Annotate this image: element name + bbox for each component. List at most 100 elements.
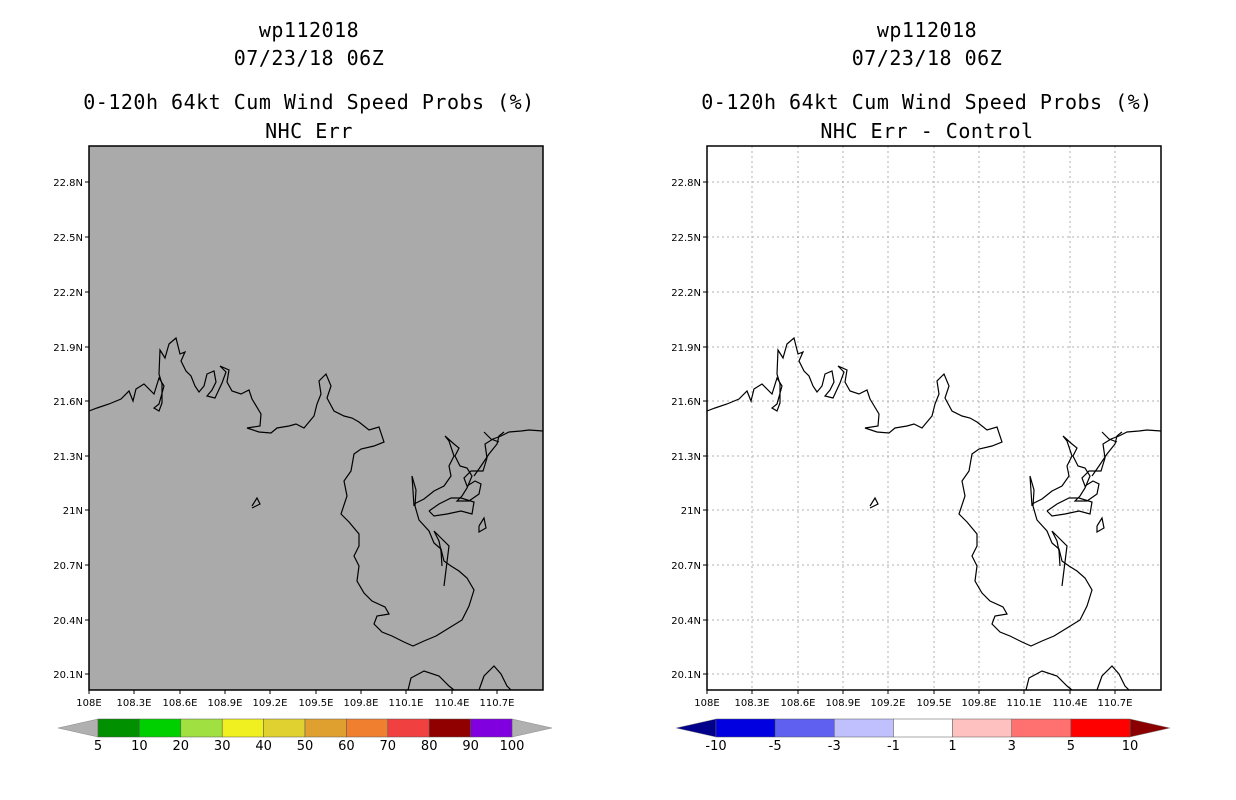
colorbar-segment — [834, 718, 894, 738]
coastline-segment — [478, 665, 512, 691]
map-background — [89, 146, 543, 690]
colorbar-segment — [428, 718, 471, 738]
colorbar-label: 10 — [131, 739, 148, 754]
lon-tick-label: 108.6E — [781, 698, 816, 709]
colorbar-segment — [97, 718, 140, 738]
panel-subtitle: NHC Err — [265, 119, 353, 143]
lon-tick-label: 108.3E — [117, 698, 152, 709]
map-left: 22.8N 22.5N 22.2N 21.9N 21.6N 21.3N 21N 20.7N 20… — [53, 145, 553, 754]
colorbar-lower-extend — [57, 718, 99, 738]
colorbar-lower-extend — [675, 718, 717, 738]
lat-tick-label: 21.6N — [671, 397, 701, 408]
lat-tick-label: 21N — [681, 506, 701, 517]
coastline-segment — [88, 336, 475, 647]
colorbar-segment — [470, 718, 513, 738]
lon-tick-label: 109.5E — [917, 698, 952, 709]
colorbar-segment — [774, 718, 835, 738]
storm-id-title: wp112018 — [258, 18, 360, 42]
colorbar-upper-extend — [511, 718, 553, 738]
colorbar-label: 3 — [1008, 739, 1016, 754]
product-title: 0-120h 64kt Cum Wind Speed Probs (%) — [701, 90, 1153, 114]
lat-tick-label: 21.9N — [53, 343, 83, 354]
lat-tick-label: 22.2N — [671, 288, 701, 299]
colorbar-label: 40 — [255, 739, 272, 754]
coastline-segment — [1101, 431, 1118, 443]
colorbar-segment — [715, 718, 776, 738]
map-right: 22.8N 22.5N 22.2N 21.9N 21.6N 21.3N 21N 20.7N 20… — [671, 145, 1171, 754]
coastline-segment — [428, 497, 475, 517]
lon-tick-label: 110.7E — [480, 698, 515, 709]
coastline — [88, 336, 544, 691]
right-panel: wp112018 07/23/18 06Z 0-120h 64kt Cum Wi… — [618, 0, 1236, 800]
colorbar-label: 5 — [94, 739, 102, 754]
lon-tick-label: 110.1E — [389, 698, 424, 709]
colorbar-label: -3 — [828, 739, 841, 754]
coastline-segment — [1096, 516, 1105, 534]
colorbar-segment — [221, 718, 264, 738]
colorbar-label: 1 — [948, 739, 956, 754]
lat-tick-label: 22.8N — [671, 178, 701, 189]
left-panel: wp112018 07/23/18 06Z 0-120h 64kt Cum Wi… — [53, 18, 553, 754]
coastline-segment — [483, 431, 500, 443]
panel-subtitle: NHC Err - Control — [820, 119, 1034, 143]
coastline-segment — [433, 530, 450, 587]
lat-tick-label: 22.2N — [53, 288, 83, 299]
colorbar-segment — [893, 718, 953, 738]
colorbar-upper-extend — [1129, 718, 1171, 738]
colorbar-label: 60 — [338, 739, 355, 754]
product-title: 0-120h 64kt Cum Wind Speed Probs (%) — [83, 90, 535, 114]
colorbar-segment — [180, 718, 223, 738]
lat-tick-label: 20.4N — [53, 616, 83, 627]
lat-tick-label: 21.9N — [671, 343, 701, 354]
colorbar-label: -10 — [705, 739, 726, 754]
lon-tick-label: 108.9E — [826, 698, 861, 709]
colorbar-label: 80 — [421, 739, 438, 754]
coastline-segment — [478, 516, 487, 534]
storm-id-title: wp112018 — [876, 18, 978, 42]
lat-tick-label: 20.1N — [53, 670, 83, 681]
colorbar-label: 30 — [214, 739, 231, 754]
coastline-segment — [407, 670, 455, 691]
coastline-segment — [869, 496, 879, 509]
lon-tick-label: 108.9E — [208, 698, 243, 709]
colorbar-segment — [1011, 718, 1072, 738]
lon-tick-label: 109.5E — [299, 698, 334, 709]
coastline-segment — [1051, 530, 1068, 587]
colorbar-segment — [139, 718, 182, 738]
coastline-segment — [251, 496, 261, 509]
lon-tick-label: 110.4E — [435, 698, 470, 709]
colorbar-label: 20 — [173, 739, 190, 754]
coastline-segment — [1096, 665, 1130, 691]
colorbar-segment — [304, 718, 347, 738]
colorbar-segment — [387, 718, 430, 738]
coastline-segment — [1046, 497, 1093, 517]
colorbar-label: -5 — [769, 739, 782, 754]
lon-tick-label: 110.4E — [1053, 698, 1088, 709]
colorbar-label: 90 — [462, 739, 479, 754]
lat-tick-label: 21.3N — [671, 452, 701, 463]
lon-tick-label: 108E — [76, 698, 101, 709]
colorbar-label: -1 — [887, 739, 900, 754]
colorbar-segment — [263, 718, 306, 738]
lon-tick-label: 109.8E — [344, 698, 379, 709]
lon-tick-label: 109.2E — [871, 698, 906, 709]
lon-tick-label: 110.1E — [1007, 698, 1042, 709]
colorbar-label: 100 — [500, 739, 525, 754]
lon-tick-label: 110.7E — [1098, 698, 1133, 709]
lon-tick-label: 108.3E — [735, 698, 770, 709]
coastline — [706, 336, 1162, 691]
colorbar-segment — [346, 718, 389, 738]
lat-tick-label: 21.6N — [53, 397, 83, 408]
datetime-title: 07/23/18 06Z — [851, 46, 1003, 70]
lat-tick-label: 20.1N — [671, 670, 701, 681]
lat-tick-label: 21.3N — [53, 452, 83, 463]
colorbar-label: 10 — [1122, 739, 1139, 754]
coastline-segment — [706, 336, 1093, 647]
lon-tick-label: 108E — [694, 698, 719, 709]
lon-tick-label: 109.2E — [253, 698, 288, 709]
colorbar-label: 5 — [1067, 739, 1075, 754]
lat-tick-label: 22.8N — [53, 178, 83, 189]
colorbar-segment — [1070, 718, 1131, 738]
coastline-segment — [1091, 431, 1123, 477]
coastline-segment — [1025, 670, 1073, 691]
